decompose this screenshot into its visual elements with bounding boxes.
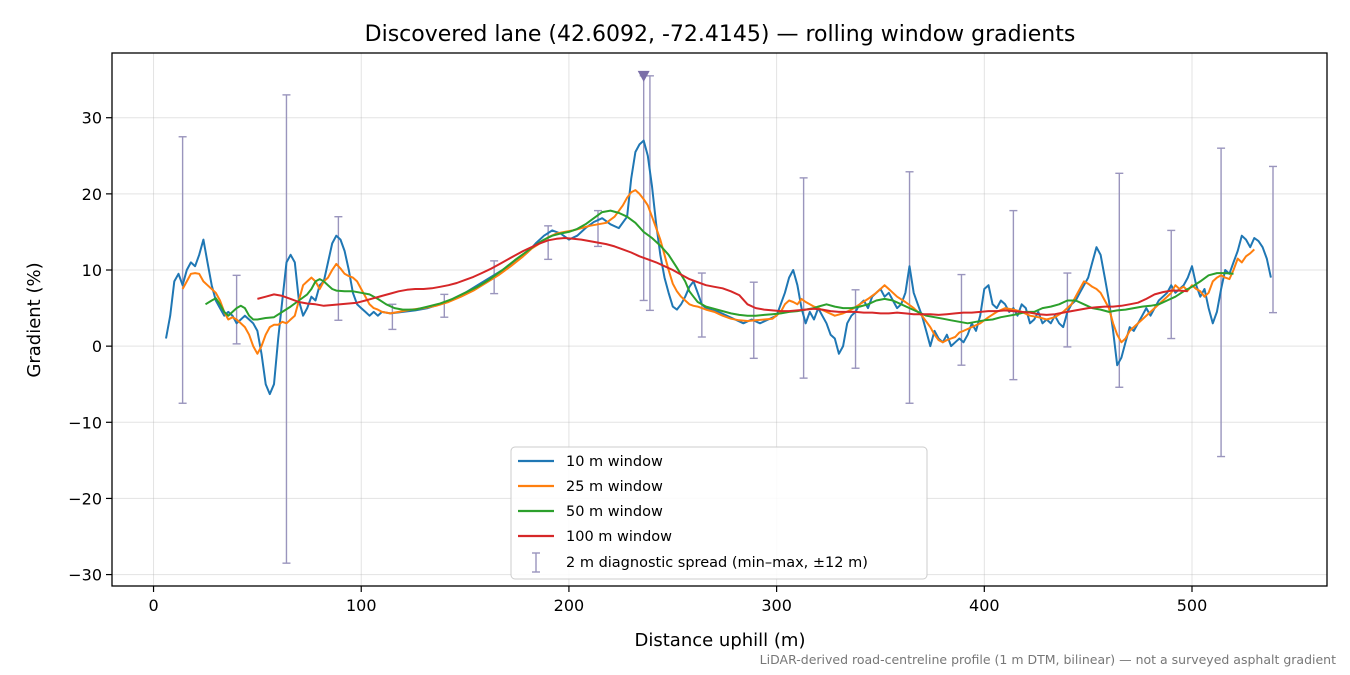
spread-bar (594, 209, 602, 248)
footnote: LiDAR-derived road-centreline profile (1… (760, 652, 1336, 667)
x-tick-label: 400 (969, 596, 1000, 615)
legend: 10 m window 25 m window 50 m window 100 … (510, 446, 928, 580)
spread-bar (388, 303, 397, 331)
legend-label-100m: 100 m window (566, 529, 672, 545)
y-tick-label: 30 (82, 109, 102, 128)
legend-frame (510, 446, 928, 580)
x-tick-label: 100 (346, 596, 377, 615)
spread-bar (645, 75, 654, 312)
spread-bar (905, 171, 914, 404)
legend-label-spread: 2 m diagnostic spread (min–max, ±12 m) (566, 555, 868, 571)
series-line-50m (204, 209, 1234, 325)
x-axis-label: Distance uphill (m) (635, 630, 806, 651)
legend-label-10m: 10 m window (566, 454, 663, 470)
y-tick-label: −20 (68, 489, 102, 508)
spread-bar (178, 136, 187, 404)
x-tick-label: 500 (1177, 596, 1208, 615)
legend-label-50m: 50 m window (566, 504, 663, 520)
spread-bar (282, 94, 291, 564)
y-tick-label: 20 (82, 185, 102, 204)
spread-bar (1269, 165, 1277, 314)
spread-bar (957, 273, 966, 366)
y-tick-label: −10 (68, 413, 102, 432)
spread-bar (639, 75, 648, 302)
legend-swatch-spread (532, 552, 540, 573)
spread-bar (232, 274, 241, 345)
spread-bar (440, 293, 449, 318)
spread-bar (851, 289, 860, 369)
x-tick-label: 200 (554, 596, 585, 615)
spread-bar (1217, 147, 1226, 458)
series-line-100m (257, 237, 1188, 316)
plot-area (165, 70, 1277, 564)
x-axis-ticks: 0 100 200 300 400 500 (148, 586, 1207, 615)
y-axis-label: Gradient (%) (24, 262, 45, 377)
spread-bar (1115, 172, 1124, 388)
chart-title: Discovered lane (42.6092, -72.4145) — ro… (365, 22, 1076, 47)
y-tick-label: 0 (92, 337, 102, 356)
peak-marker (637, 70, 650, 82)
y-axis-ticks: 30 20 10 0 −10 −20 −30 (68, 109, 112, 585)
y-tick-label: −30 (68, 566, 102, 585)
series-line-10m (165, 139, 1272, 396)
spread-bar (799, 177, 808, 379)
spread-bar (1009, 209, 1018, 381)
series-line-25m (181, 189, 1255, 355)
plot-frame (111, 52, 1328, 587)
spread-bar (544, 225, 553, 261)
y-tick-label: 10 (82, 261, 102, 280)
x-tick-label: 300 (761, 596, 792, 615)
spread-bar (334, 216, 343, 321)
legend-label-25m: 25 m window (566, 479, 663, 495)
x-tick-label: 0 (148, 596, 158, 615)
